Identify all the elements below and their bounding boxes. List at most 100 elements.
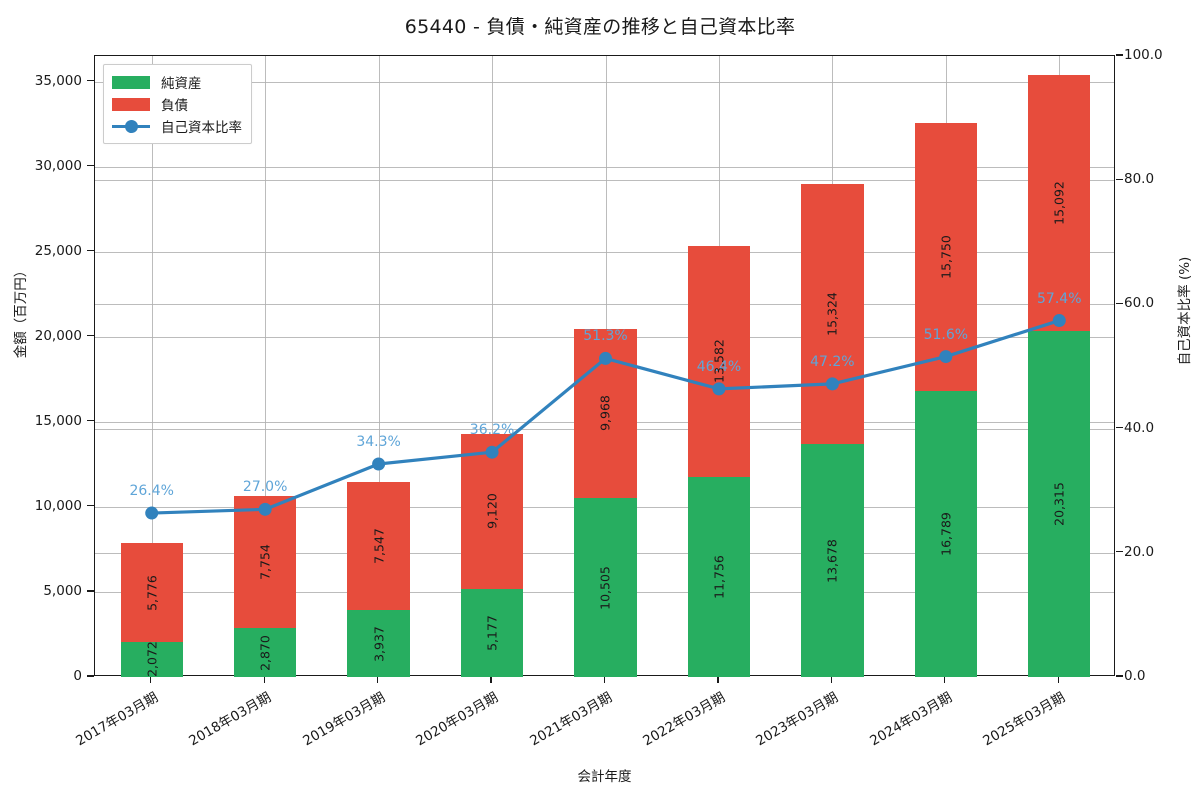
equity-ratio-value-label: 51.6% [923, 326, 969, 343]
x-axis-tick [717, 676, 719, 683]
y-axis-left-title-wrap: 金額（百万円） [8, 0, 30, 621]
bar-segment-liabilities[interactable]: 5,776 [120, 543, 183, 642]
y-axis-right-tick-label: 60.0 [1124, 295, 1155, 312]
equity-ratio-marker[interactable] [939, 350, 953, 364]
legend-item[interactable]: 自己資本比率 [112, 115, 242, 137]
equity-ratio-marker[interactable] [599, 351, 612, 365]
y-axis-left-tick-label: 5,000 [43, 582, 82, 599]
legend-color-swatch [112, 97, 150, 111]
chart-title: 65440 - 負債・純資産の推移と自己資本比率 [404, 16, 796, 38]
bar-segment-net-assets[interactable]: 2,870 [233, 628, 297, 677]
equity-ratio-value-label: 51.3% [583, 328, 628, 345]
y-axis-left-tick [87, 420, 94, 422]
legend-item-label: 純資産 [161, 76, 202, 92]
legend-item-label: 自己資本比率 [161, 120, 242, 136]
equity-ratio-marker[interactable] [258, 502, 272, 516]
plot-area: 2,072 5,776 2,870 7,754 3,937 7,547 5,177 9,120… [94, 55, 1115, 677]
x-axis-tick [150, 676, 152, 683]
y-axis-right-tick [1116, 178, 1123, 180]
bar-segment-liabilities[interactable]: 7,754 [233, 496, 297, 629]
bar-segment-liabilities[interactable]: 13,582 [687, 245, 751, 477]
legend-item-label: 負債 [161, 98, 188, 114]
bar-segment-net-assets[interactable]: 3,937 [347, 610, 410, 677]
y-axis-left-tick-label: 15,000 [34, 412, 82, 429]
y-axis-left-tick [87, 164, 94, 167]
equity-ratio-value-label: 26.4% [129, 483, 174, 500]
equity-ratio-value-label: 27.0% [242, 479, 288, 496]
x-gridline [265, 56, 267, 675]
bar-segment-net-assets[interactable]: 10,505 [574, 498, 637, 677]
equity-ratio-marker[interactable] [485, 445, 499, 459]
bar-segment-net-assets[interactable]: 16,789 [914, 391, 978, 677]
bar-segment-liabilities[interactable]: 15,750 [914, 123, 978, 392]
y-axis-right-tick-label: 80.0 [1124, 171, 1155, 188]
y-axis-right-tick-label: 20.0 [1124, 543, 1155, 560]
x-axis-tick [377, 676, 379, 683]
x-gridline [492, 56, 494, 675]
x-axis-tick-label: 2017年03月期 [73, 689, 161, 750]
y-axis-left-tick-label: 0 [73, 668, 82, 684]
y-axis-right-tick [1116, 427, 1123, 429]
bar-segment-liabilities[interactable]: 15,092 [1028, 74, 1091, 332]
bar-segment-net-assets[interactable]: 20,315 [1028, 331, 1091, 677]
bar-segment-net-assets[interactable]: 11,756 [687, 476, 751, 677]
y-axis-right-tick [1116, 675, 1123, 677]
y2-gridline [95, 304, 1114, 306]
equity-ratio-value-label: 46.4% [696, 358, 742, 375]
y-axis-left-tick-label: 10,000 [34, 497, 82, 514]
equity-ratio-marker[interactable] [1052, 314, 1066, 328]
y-gridline [95, 81, 1114, 83]
x-gridline [378, 56, 380, 675]
legend-line-swatch [112, 120, 150, 133]
y-axis-left-tick-label: 35,000 [34, 72, 82, 89]
x-axis-tick [830, 676, 832, 683]
y-axis-left-tick-label: 25,000 [34, 242, 82, 259]
x-axis-tick [490, 676, 492, 683]
y-axis-left-tick [87, 505, 94, 507]
x-gridline [151, 56, 153, 675]
y-axis-left-tick [87, 79, 94, 82]
legend-line-marker [125, 120, 138, 133]
y-axis-right-tick-label: 100.0 [1124, 47, 1163, 63]
chart-legend: 純資産負債自己資本比率 [103, 64, 252, 144]
y-axis-right-tick [1116, 302, 1123, 304]
y-axis-right-tick-label: 40.0 [1124, 419, 1155, 436]
y-axis-right-tick [1116, 551, 1123, 553]
ratio-line-layer [145, 314, 1066, 520]
equity-ratio-value-label: 57.4% [1037, 290, 1082, 307]
bar-segment-liabilities[interactable]: 9,120 [460, 433, 524, 589]
x-axis-tick [263, 676, 265, 683]
equity-ratio-marker[interactable] [825, 377, 839, 391]
bar-segment-liabilities[interactable]: 7,547 [347, 481, 410, 610]
bar-segment-liabilities[interactable]: 15,324 [801, 183, 864, 445]
equity-ratio-marker[interactable] [712, 382, 726, 396]
legend-item[interactable]: 負債 [112, 93, 242, 115]
x-axis-tick [603, 676, 606, 683]
bar-segment-net-assets[interactable]: 13,678 [801, 444, 864, 677]
y-axis-left-tick [87, 250, 94, 252]
y-axis-left-tick [87, 590, 94, 592]
bar-segment-net-assets[interactable]: 2,072 [120, 641, 183, 677]
equity-ratio-value-label: 36.2% [469, 422, 515, 439]
y-axis-left-tick [87, 675, 94, 677]
x-axis-title: 会計年度 [577, 769, 632, 785]
x-axis-tick [944, 676, 946, 683]
bar-segment-net-assets[interactable]: 5,177 [460, 588, 524, 677]
y-gridline [95, 166, 1114, 168]
bars-layer: 2,072 5,776 2,870 7,754 3,937 7,547 5,177 9,120… [95, 56, 1114, 677]
y-axis-left-tick-label: 20,000 [34, 327, 82, 344]
equity-ratio-marker[interactable] [145, 506, 159, 520]
y-axis-left-tick [87, 335, 94, 337]
equity-ratio-marker[interactable] [372, 457, 386, 471]
data-label-layer: 26.4% 27.0% 34.3% 36.2% 51.3% 46.4% 47.2% 51.6%… [95, 56, 1114, 675]
y-axis-left-tick-label: 30,000 [34, 157, 82, 174]
y-gridline [95, 251, 1114, 253]
y2-gridline [95, 180, 1114, 182]
equity-ratio-value-label: 47.2% [810, 353, 855, 370]
legend-color-swatch [112, 75, 150, 89]
legend-item[interactable]: 純資産 [112, 71, 242, 93]
y-axis-right-tick [1116, 54, 1123, 56]
equity-ratio-value-label: 34.3% [356, 433, 401, 450]
y-axis-right-tick-label: 0.0 [1124, 668, 1146, 684]
